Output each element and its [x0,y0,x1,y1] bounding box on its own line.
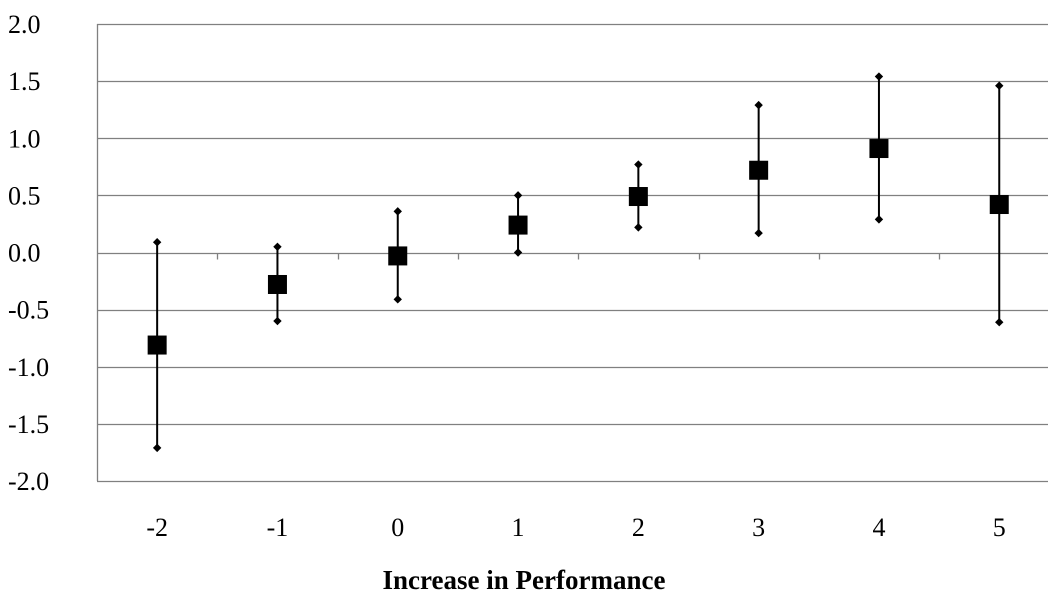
y-tick-label: 1.5 [8,67,41,96]
y-tick-label: 1.0 [8,124,41,153]
estimate-marker [267,274,287,294]
x-tick-label: 0 [391,513,404,542]
lower-bound-marker [874,215,884,224]
x-tick-label: 4 [872,513,885,542]
x-tick-label: -2 [146,513,168,542]
upper-bound-marker [513,191,523,200]
estimate-marker [388,246,408,266]
y-tick-label: 0.0 [8,239,41,268]
data-series [147,72,1009,453]
gridlines [97,23,1048,483]
estimate-marker [628,187,648,207]
upper-bound-marker [874,72,884,81]
estimate-marker [989,195,1009,215]
lower-bound-marker [273,316,282,326]
x-tick-label: 1 [512,513,525,542]
lower-bound-marker [634,223,643,232]
lower-bound-marker [393,295,402,304]
lower-bound-marker [754,228,763,238]
lower-bound-marker [513,248,523,257]
upper-bound-marker [995,81,1004,90]
x-tick-label: 2 [632,513,645,542]
lower-bound-marker [995,317,1004,327]
axes [96,24,1048,481]
upper-bound-marker [393,207,402,216]
y-tick-label: -1.0 [8,353,49,382]
x-tick-label: 3 [752,513,765,542]
upper-bound-marker [273,242,282,251]
upper-bound-marker [152,238,162,247]
y-tick-label: 2.0 [8,10,41,39]
upper-bound-marker [754,100,763,110]
y-tick-label: -0.5 [8,296,49,325]
y-tick-labels: 2.0 1.5 1.0 0.5 0.0 -0.5 -1.0 -1.5 -2.0 [8,10,49,496]
y-tick-label: -1.5 [8,410,49,439]
upper-bound-marker [634,160,643,169]
estimate-marker [508,215,528,235]
y-tick-label: -2.0 [8,467,49,496]
estimate-marker [749,160,769,180]
lower-bound-marker [152,443,162,453]
x-axis-title: Increase in Performance [383,565,666,595]
x-tick-label: -1 [267,513,289,542]
x-tick-label: 5 [993,513,1006,542]
estimate-marker [147,335,167,355]
estimate-marker [869,139,889,159]
y-tick-label: 0.5 [8,181,41,210]
x-tick-labels: -2 -1 0 1 2 3 4 5 [146,513,1005,542]
